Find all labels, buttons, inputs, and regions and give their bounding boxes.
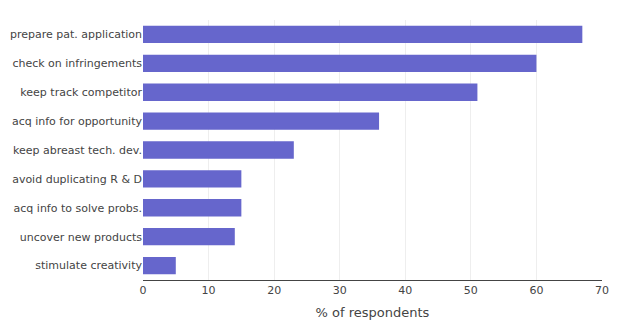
svg-text:70: 70 <box>595 284 609 297</box>
svg-text:prepare pat. application: prepare pat. application <box>10 28 142 41</box>
svg-text:30: 30 <box>333 284 347 297</box>
svg-text:acq info for opportunity: acq info for opportunity <box>12 115 143 128</box>
svg-text:uncover new products: uncover new products <box>20 231 143 244</box>
svg-text:50: 50 <box>464 284 478 297</box>
svg-text:avoid duplicating R & D: avoid duplicating R & D <box>12 173 142 186</box>
svg-text:check on infringements: check on infringements <box>12 57 142 70</box>
svg-text:% of respondents: % of respondents <box>316 305 430 320</box>
svg-text:0: 0 <box>140 284 147 297</box>
svg-text:keep track competitor: keep track competitor <box>20 86 142 99</box>
svg-text:40: 40 <box>398 284 412 297</box>
svg-text:stimulate creativity: stimulate creativity <box>35 259 142 272</box>
svg-text:keep abreast tech. dev.: keep abreast tech. dev. <box>13 144 142 157</box>
svg-text:10: 10 <box>202 284 216 297</box>
svg-text:60: 60 <box>529 284 543 297</box>
svg-text:acq info to solve probs.: acq info to solve probs. <box>14 202 142 215</box>
svg-text:20: 20 <box>267 284 281 297</box>
